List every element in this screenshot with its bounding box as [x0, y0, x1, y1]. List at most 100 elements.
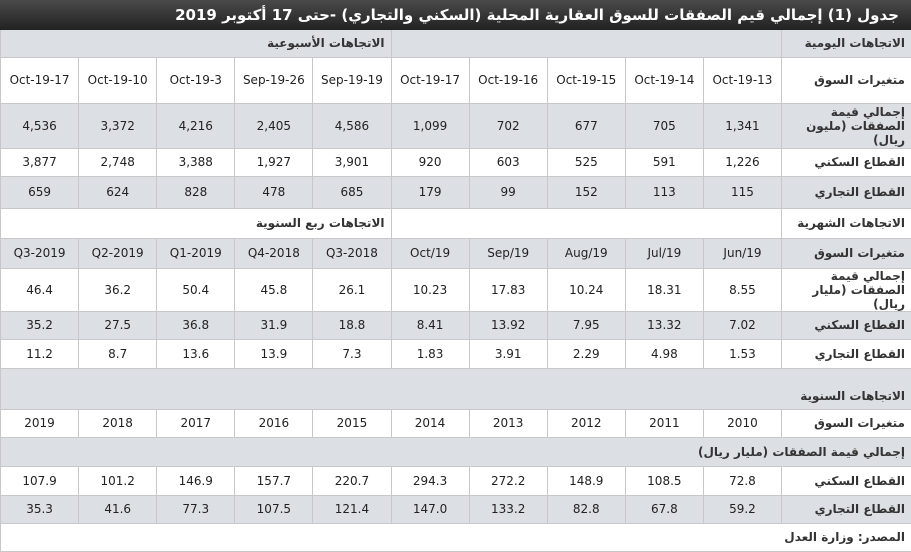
value-cell: 67.8	[625, 495, 703, 523]
column-header: Jul/19	[625, 238, 703, 268]
value-cell: 7.02	[703, 311, 781, 339]
value-cell: 659	[1, 176, 79, 208]
value-cell: 157.7	[235, 466, 313, 495]
value-cell: 59.2	[703, 495, 781, 523]
value-cell: 101.2	[79, 466, 157, 495]
value-cell: 46.4	[1, 268, 79, 311]
column-header: 2012	[547, 409, 625, 437]
value-cell: 1,341	[703, 103, 781, 148]
value-cell: 603	[469, 148, 547, 176]
value-cell: 4,586	[313, 103, 391, 148]
section-row: الاتجاهات اليومية الاتجاهات الأسبوعية	[1, 30, 911, 57]
value-cell: 35.2	[1, 311, 79, 339]
value-cell: 828	[157, 176, 235, 208]
value-cell: 685	[313, 176, 391, 208]
column-header: 26-Sep-19	[235, 57, 313, 103]
value-cell: 18.8	[313, 311, 391, 339]
value-cell: 146.9	[157, 466, 235, 495]
column-header: 2015	[313, 409, 391, 437]
row-label: إجمالي قيمة الصفقات (مليار ريال)	[782, 268, 911, 311]
column-header: 10-Oct-19	[79, 57, 157, 103]
value-cell: 108.5	[625, 466, 703, 495]
value-cell: 1,099	[391, 103, 469, 148]
row-label: القطاع التجاري	[782, 176, 911, 208]
value-cell: 26.1	[313, 268, 391, 311]
section-label: الاتجاهات اليومية	[782, 30, 911, 57]
section-label: الاتجاهات السنوية	[1, 368, 911, 409]
column-header: 2013	[469, 409, 547, 437]
value-cell: 920	[391, 148, 469, 176]
value-cell: 8.55	[703, 268, 781, 311]
value-cell: 11.2	[1, 339, 79, 368]
column-header: Sep/19	[469, 238, 547, 268]
row-label: إجمالي قيمة الصفقات (مليون ريال)	[782, 103, 911, 148]
row-label: القطاع التجاري	[782, 339, 911, 368]
value-cell: 677	[547, 103, 625, 148]
value-cell: 82.8	[547, 495, 625, 523]
column-header: Jun/19	[703, 238, 781, 268]
column-header: Oct/19	[391, 238, 469, 268]
value-cell: 220.7	[313, 466, 391, 495]
column-header: 2019-Q2	[79, 238, 157, 268]
row-label: القطاع السكني	[782, 148, 911, 176]
row-label: متغيرات السوق	[782, 238, 911, 268]
value-cell: 3,372	[79, 103, 157, 148]
row-label: القطاع السكني	[782, 466, 911, 495]
column-header: 2010	[703, 409, 781, 437]
value-cell: 591	[625, 148, 703, 176]
column-header: 14-Oct-19	[625, 57, 703, 103]
column-header: 17-Oct-19	[391, 57, 469, 103]
value-cell: 41.6	[79, 495, 157, 523]
value-cell: 147.0	[391, 495, 469, 523]
value-cell: 1.53	[703, 339, 781, 368]
column-header: 2018-Q3	[313, 238, 391, 268]
row-label: القطاع التجاري	[782, 495, 911, 523]
value-cell: 13.32	[625, 311, 703, 339]
value-cell: 705	[625, 103, 703, 148]
section-label: الاتجاهات ربع السنوية	[1, 208, 392, 238]
value-cell: 10.23	[391, 268, 469, 311]
value-cell: 99	[469, 176, 547, 208]
column-header: 13-Oct-19	[703, 57, 781, 103]
value-cell: 294.3	[391, 466, 469, 495]
column-header: 2018-Q4	[235, 238, 313, 268]
subheading-row: إجمالي قيمة الصفقات (مليار ريال)	[1, 437, 911, 466]
column-header: 2018	[79, 409, 157, 437]
value-cell: 10.24	[547, 268, 625, 311]
value-cell: 4,536	[1, 103, 79, 148]
column-header: 19-Sep-19	[313, 57, 391, 103]
value-cell: 179	[391, 176, 469, 208]
value-cell: 2,748	[79, 148, 157, 176]
value-cell: 3,901	[313, 148, 391, 176]
value-cell: 13.92	[469, 311, 547, 339]
value-cell: 624	[79, 176, 157, 208]
row-label: متغيرات السوق	[782, 57, 911, 103]
value-cell: 152	[547, 176, 625, 208]
column-header: 2014	[391, 409, 469, 437]
value-cell: 72.8	[703, 466, 781, 495]
column-header: 2011	[625, 409, 703, 437]
value-cell: 115	[703, 176, 781, 208]
value-cell: 8.41	[391, 311, 469, 339]
value-cell: 2,405	[235, 103, 313, 148]
value-cell: 3.91	[469, 339, 547, 368]
value-cell: 50.4	[157, 268, 235, 311]
value-cell: 1.83	[391, 339, 469, 368]
value-cell: 478	[235, 176, 313, 208]
value-cell: 133.2	[469, 495, 547, 523]
source-row: المصدر: وزارة العدل	[1, 523, 911, 551]
value-cell: 525	[547, 148, 625, 176]
section-label: الاتجاهات الأسبوعية	[1, 30, 392, 57]
